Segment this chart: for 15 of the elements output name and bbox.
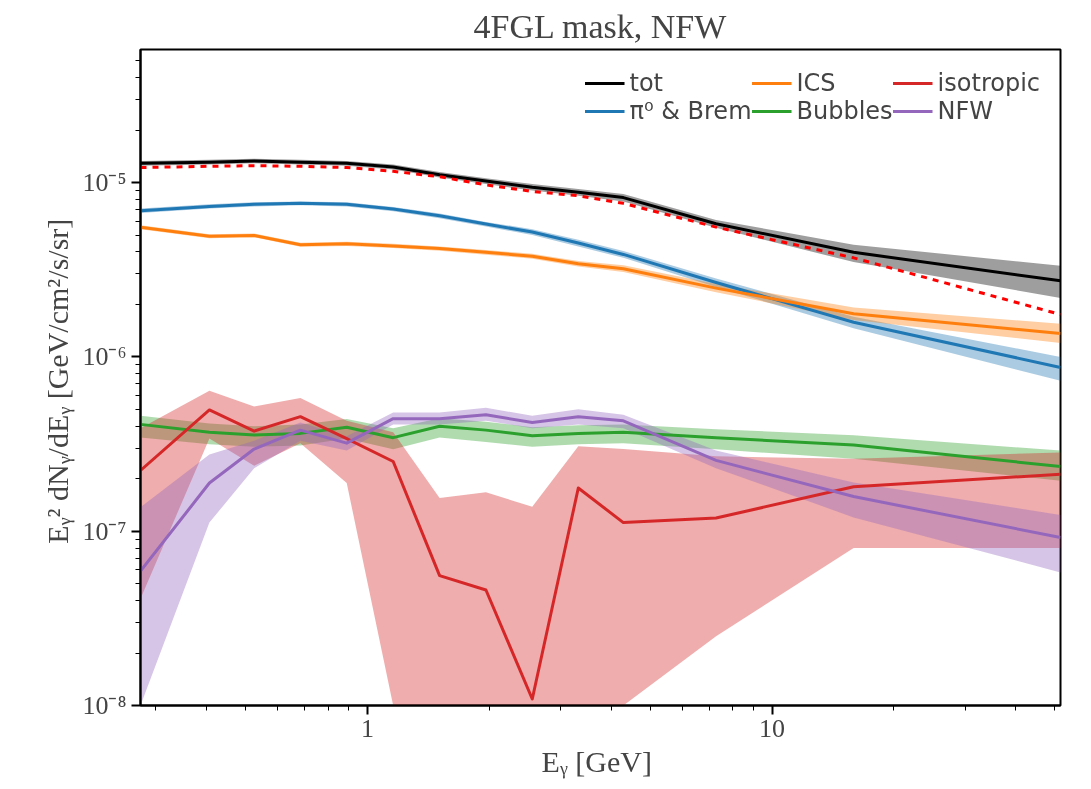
legend-label: π⁰ & Brem: [629, 97, 752, 125]
y-axis-title: Eᵧ² dNᵧ/dEᵧ [GeV/cm²/s/sr]: [41, 218, 76, 544]
x-tick-label: 10: [759, 713, 786, 743]
x-axis-title: Eᵧ [GeV]: [541, 744, 652, 779]
legend-label: isotropic: [937, 69, 1040, 97]
y-tick-label: 10⁻⁶: [82, 342, 127, 372]
legend-label: NFW: [937, 97, 994, 125]
y-tick-label: 10⁻⁷: [82, 516, 127, 546]
y-tick-label: 10⁻⁸: [82, 691, 127, 720]
legend-label: ICS: [796, 69, 836, 97]
legend-label: Bubbles: [796, 97, 893, 125]
legend-label: tot: [629, 69, 664, 97]
x-tick-label: 1: [360, 713, 374, 743]
y-tick-label: 10⁻⁵: [82, 168, 127, 198]
chart-title: 4FGL mask, NFW: [473, 7, 728, 45]
